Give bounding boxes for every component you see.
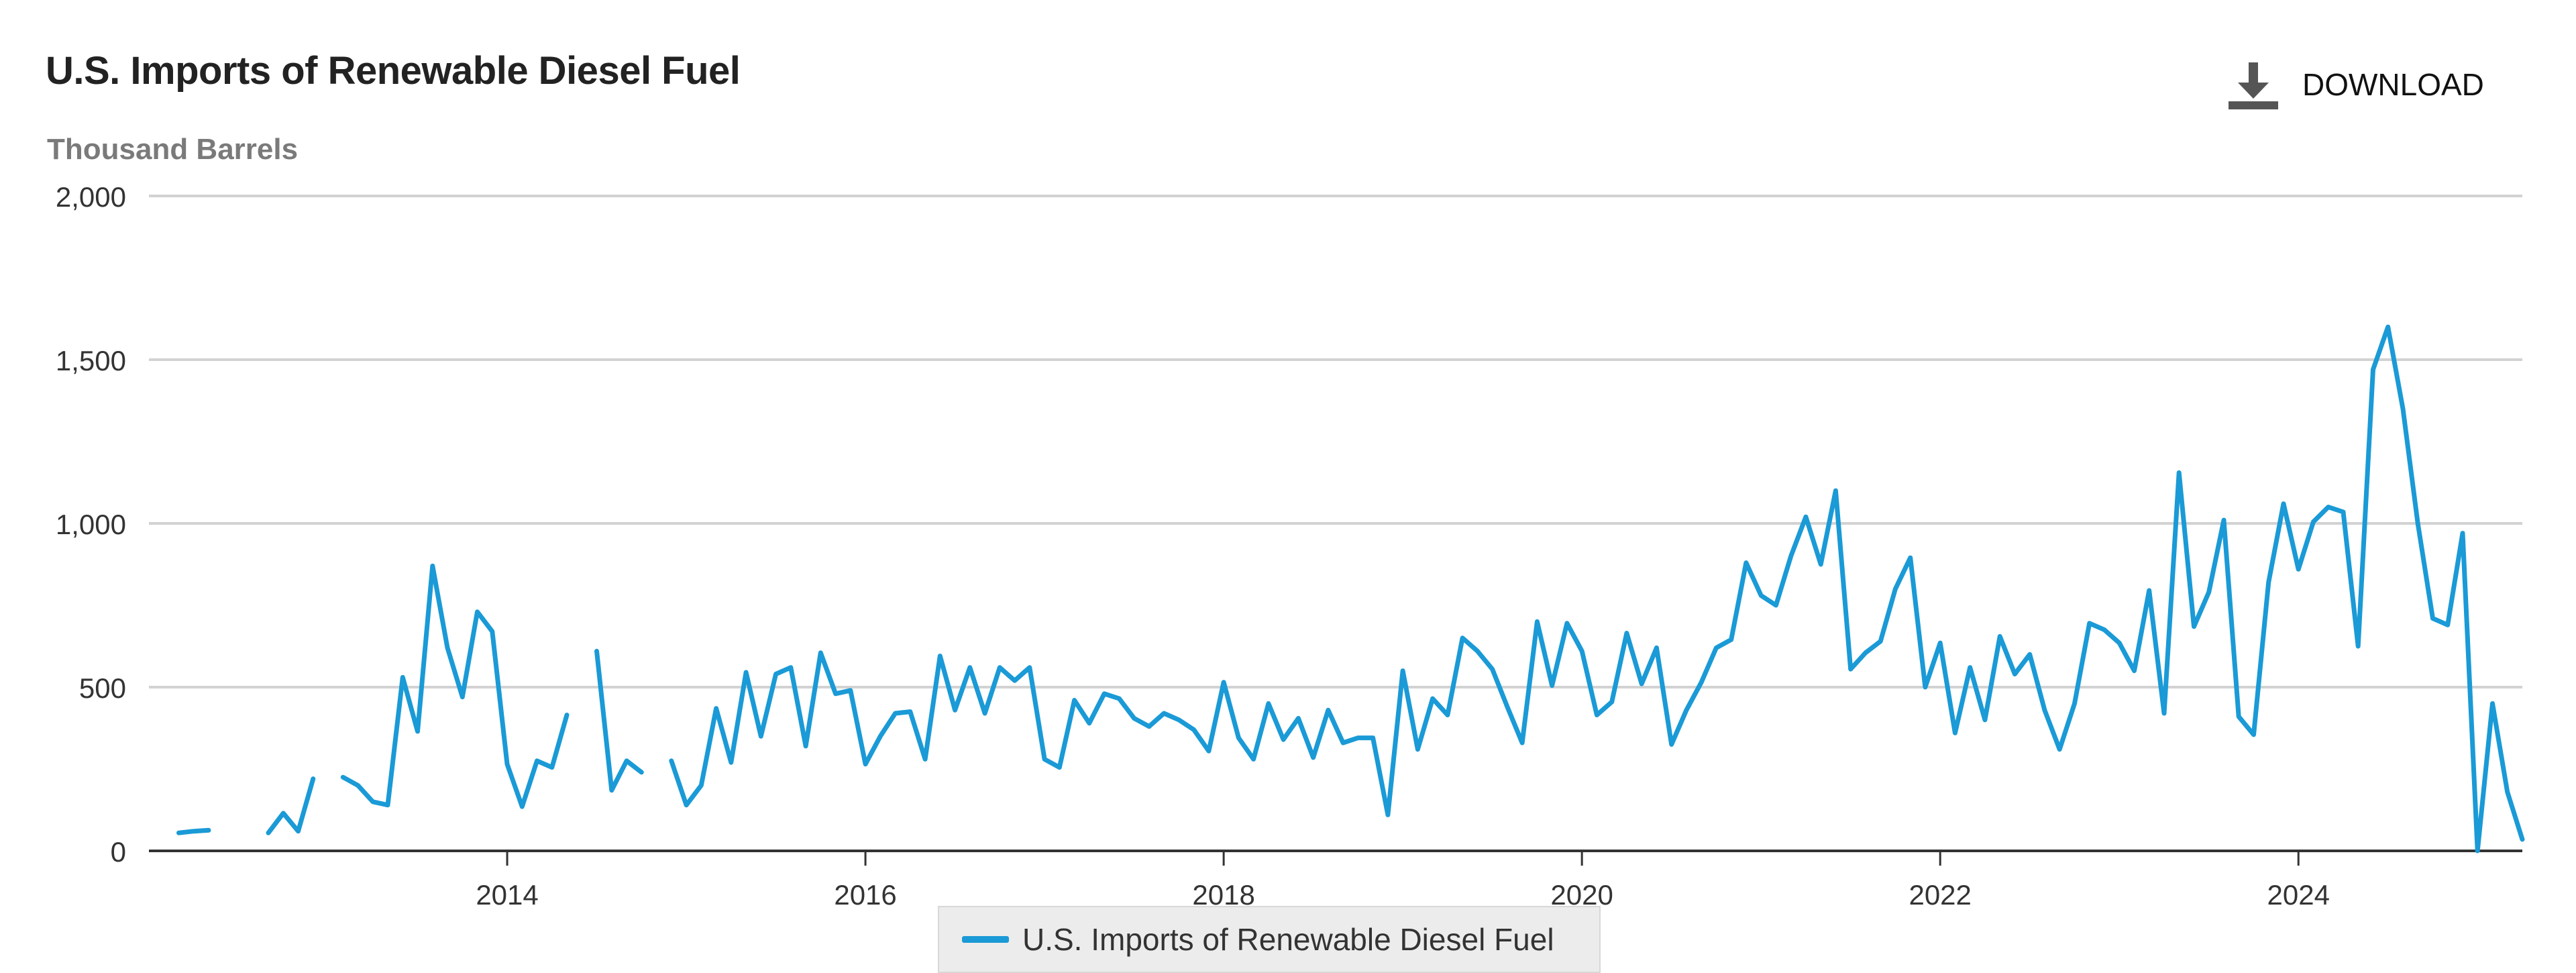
legend[interactable]: U.S. Imports of Renewable Diesel Fuel (938, 906, 1601, 973)
series-line-segment (266, 776, 316, 835)
y-tick-label: 0 (111, 836, 126, 868)
series-line-segment (176, 827, 211, 835)
x-tick-label: 2016 (834, 879, 896, 911)
y-tick-label: 2,000 (56, 181, 126, 213)
series-line-segment (669, 324, 2525, 854)
x-tick-label: 2014 (476, 879, 538, 911)
download-button[interactable]: DOWNLOAD (2227, 58, 2484, 111)
series-line-segment (594, 648, 644, 793)
legend-swatch (962, 936, 1009, 943)
y-tick-label: 1,000 (56, 509, 126, 540)
download-icon (2229, 62, 2278, 109)
y-axis-units-label: Thousand Barrels (47, 133, 299, 166)
x-tick-label: 2020 (1550, 879, 1613, 911)
download-label: DOWNLOAD (2302, 67, 2484, 102)
x-tick-label: 2022 (1909, 879, 1971, 911)
y-tick-label: 1,500 (56, 345, 126, 376)
chart-title: U.S. Imports of Renewable Diesel Fuel (46, 49, 741, 93)
series-line-segment (340, 563, 570, 809)
x-tick-label: 2018 (1192, 879, 1254, 911)
y-tick-label: 500 (79, 672, 126, 704)
x-tick-label: 2024 (2267, 879, 2330, 911)
legend-label: U.S. Imports of Renewable Diesel Fuel (1022, 922, 1554, 957)
